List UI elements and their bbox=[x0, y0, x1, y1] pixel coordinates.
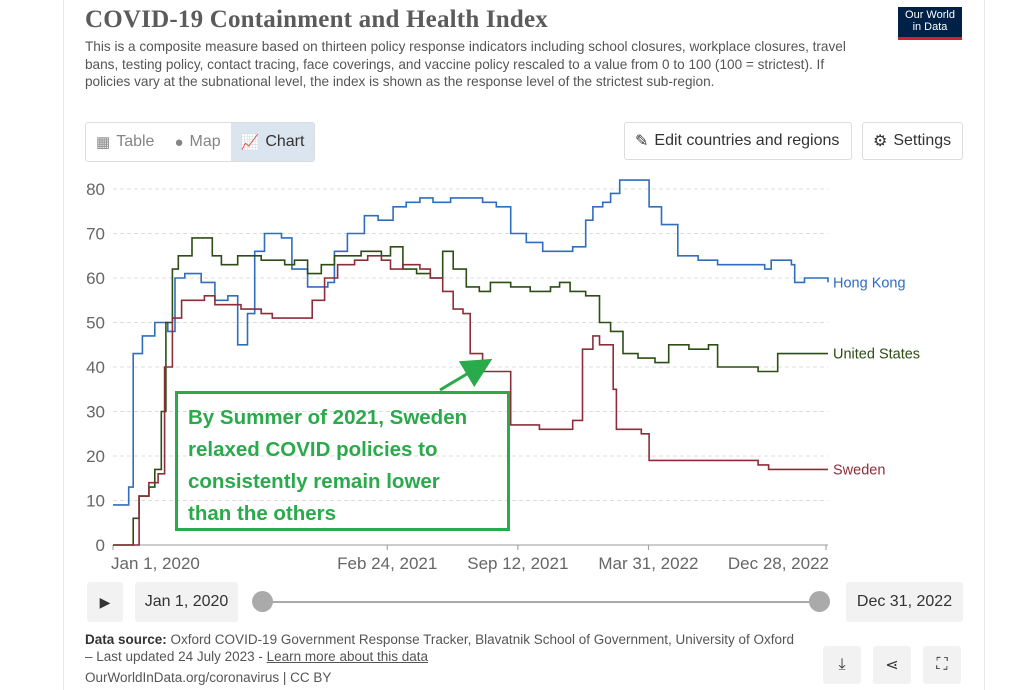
settings-label: Settings bbox=[893, 132, 952, 149]
tab-chart-label: Chart bbox=[265, 133, 305, 150]
y-tick-label: 40 bbox=[86, 358, 105, 377]
download-button[interactable]: ⤓ bbox=[823, 646, 861, 684]
chart-frame bbox=[63, 0, 985, 690]
settings-button[interactable]: ⚙ Settings bbox=[862, 122, 963, 160]
logo-line-1: Our World bbox=[905, 9, 955, 21]
logo-line-2: in Data bbox=[912, 21, 948, 33]
gear-icon: ⚙ bbox=[873, 133, 888, 150]
share-icon: ⋖ bbox=[885, 657, 899, 674]
x-tick-label: Feb 24, 2021 bbox=[337, 554, 437, 573]
view-tabs: ▦ Table ● Map 📈 Chart bbox=[85, 122, 316, 162]
series-label: Sweden bbox=[833, 462, 885, 478]
edit-countries-label: Edit countries and regions bbox=[654, 132, 840, 149]
y-tick-label: 80 bbox=[86, 180, 105, 199]
timeline-start-date[interactable]: Jan 1, 2020 bbox=[135, 582, 238, 622]
x-tick-label: Sep 12, 2021 bbox=[467, 554, 568, 573]
download-icon: ⤓ bbox=[838, 656, 846, 673]
series-line[interactable] bbox=[113, 179, 829, 506]
y-tick-label: 20 bbox=[86, 447, 105, 466]
series-label: United States bbox=[833, 347, 920, 363]
chart-subtitle: This is a composite measure based on thi… bbox=[85, 39, 846, 89]
play-icon: ▶ bbox=[99, 593, 111, 610]
annotation-line-1: By Summer of 2021, Sweden bbox=[188, 406, 468, 429]
pencil-icon: ✎ bbox=[635, 133, 649, 150]
y-tick-label: 10 bbox=[86, 492, 105, 511]
tab-map-label: Map bbox=[189, 133, 221, 150]
globe-icon: ● bbox=[174, 133, 184, 151]
footer-credit: OurWorldInData.org/coronavirus | CC BY bbox=[85, 670, 332, 685]
annotation-box: By Summer of 2021, Sweden relaxed COVID … bbox=[175, 391, 510, 531]
owid-logo[interactable]: Our World in Data bbox=[898, 7, 962, 40]
play-button[interactable]: ▶ bbox=[87, 582, 123, 622]
x-tick-label: Mar 31, 2022 bbox=[598, 554, 698, 573]
x-tick-label: Jan 1, 2020 bbox=[111, 554, 200, 573]
annotation-line-4: than the others bbox=[188, 502, 337, 525]
y-tick-label: 60 bbox=[86, 269, 105, 288]
series-label: Hong Kong bbox=[833, 275, 906, 291]
tab-table-label: Table bbox=[116, 133, 155, 150]
y-tick-label: 70 bbox=[86, 225, 105, 244]
fullscreen-icon: ⛶ bbox=[936, 656, 948, 673]
share-button[interactable]: ⋖ bbox=[873, 646, 911, 684]
chart-title: COVID-19 Containment and Health Index bbox=[85, 6, 549, 33]
table-icon: ▦ bbox=[96, 134, 111, 151]
annotation-line-3: consistently remain lower bbox=[188, 470, 440, 493]
timeline-start-handle[interactable] bbox=[252, 591, 273, 612]
timeline-end-handle[interactable] bbox=[809, 591, 830, 612]
timeline-track[interactable] bbox=[262, 601, 820, 603]
series-line[interactable] bbox=[113, 237, 828, 546]
source-text: Oxford COVID-19 Government Response Trac… bbox=[85, 632, 795, 664]
edit-countries-button[interactable]: ✎ Edit countries and regions bbox=[624, 122, 852, 160]
series-line[interactable] bbox=[113, 255, 828, 546]
learn-more-link[interactable]: Learn more about this data bbox=[266, 648, 429, 664]
annotation-arrow bbox=[439, 358, 493, 392]
source-label: Data source: bbox=[85, 632, 167, 647]
tab-map[interactable]: ● Map bbox=[164, 123, 230, 161]
line-chart-icon: 📈 bbox=[240, 134, 260, 151]
timeline-end-date[interactable]: Dec 31, 2022 bbox=[846, 582, 963, 622]
y-tick-label: 0 bbox=[96, 536, 105, 555]
annotation-line-2: relaxed COVID policies to bbox=[188, 438, 438, 461]
x-tick-label: Dec 28, 2022 bbox=[728, 554, 829, 573]
tab-table[interactable]: ▦ Table bbox=[86, 123, 164, 161]
footer-source: Data source: Oxford COVID-19 Government … bbox=[85, 632, 805, 665]
tab-chart[interactable]: 📈 Chart bbox=[230, 123, 315, 161]
y-tick-label: 50 bbox=[86, 314, 105, 333]
fullscreen-button[interactable]: ⛶ bbox=[923, 646, 961, 684]
y-tick-label: 30 bbox=[86, 403, 105, 422]
